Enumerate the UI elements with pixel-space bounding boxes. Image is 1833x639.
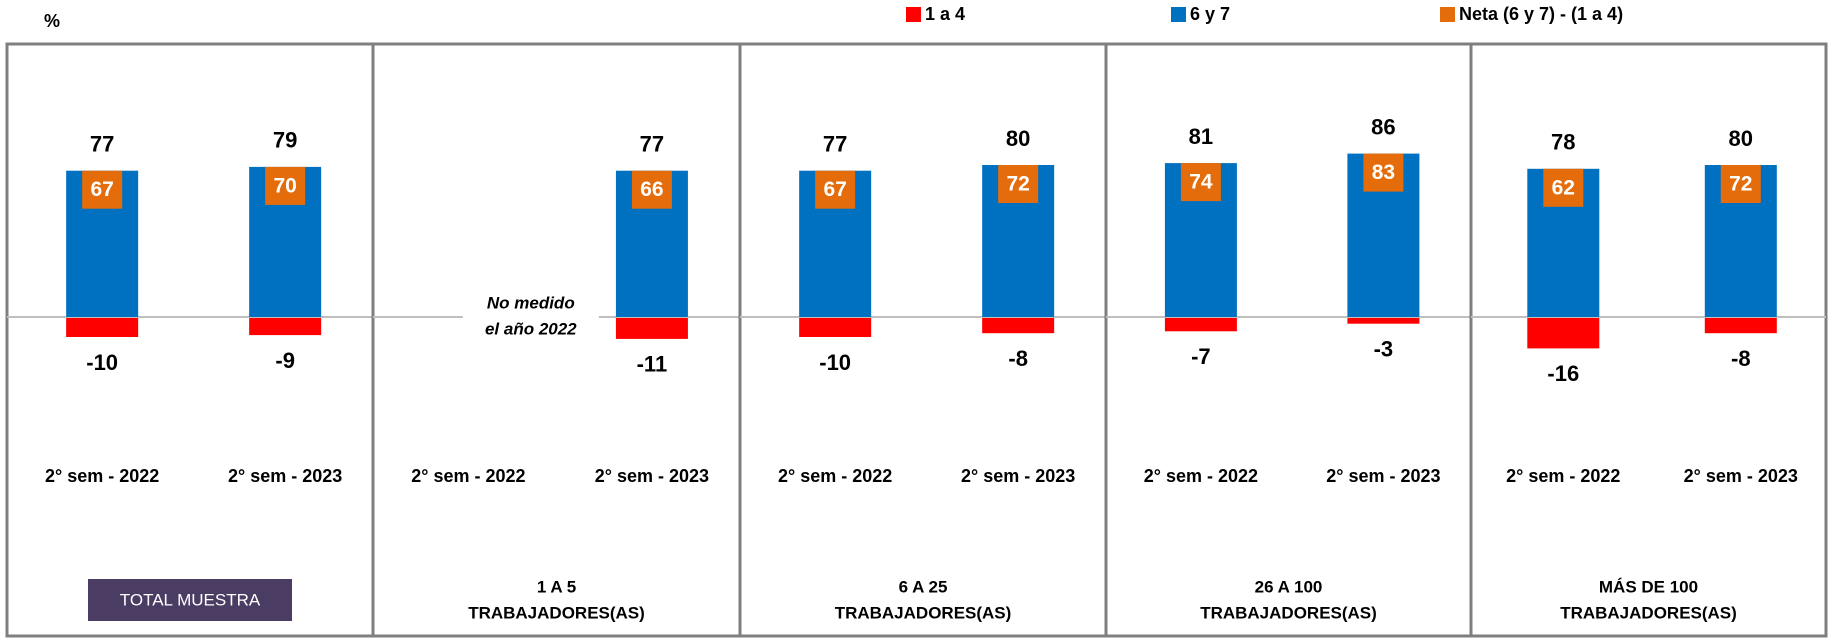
value-label: -9 <box>275 348 295 373</box>
x-tick-label: 2° sem - 2022 <box>1144 466 1258 486</box>
legend-label: 1 a 4 <box>925 4 965 24</box>
value-label: -16 <box>1547 361 1579 386</box>
net-label: 72 <box>1006 173 1029 196</box>
annotation: No medido <box>487 293 575 312</box>
value-label: 81 <box>1189 124 1213 149</box>
value-label: 79 <box>273 128 297 153</box>
bar <box>66 318 139 337</box>
panel-frame <box>738 42 1108 638</box>
bar <box>1704 318 1777 334</box>
panel-title: MÁS DE 100 <box>1599 577 1698 596</box>
net-box <box>815 170 856 209</box>
x-tick-label: 2° sem - 2023 <box>595 466 709 486</box>
value-label: -7 <box>1191 344 1211 369</box>
net-box <box>1180 163 1221 202</box>
net-label: 83 <box>1372 161 1395 184</box>
bar <box>615 318 688 339</box>
x-tick-label: 2° sem - 2023 <box>1326 466 1440 486</box>
net-label: 72 <box>1729 173 1752 196</box>
value-label: 77 <box>640 132 664 157</box>
net-box <box>265 166 306 205</box>
panel-title: TRABAJADORES(AS) <box>1560 603 1737 622</box>
value-label: 86 <box>1371 114 1395 139</box>
bar <box>982 318 1055 334</box>
legend-label: 6 y 7 <box>1190 4 1230 24</box>
net-label: 67 <box>90 178 113 201</box>
legend-swatch <box>906 7 921 22</box>
x-tick-label: 2° sem - 2023 <box>961 466 1075 486</box>
bar <box>1527 318 1600 349</box>
value-label: -8 <box>1008 346 1028 371</box>
x-tick-label: 2° sem - 2023 <box>228 466 342 486</box>
x-tick-label: 2° sem - 2022 <box>778 466 892 486</box>
net-box <box>82 170 123 209</box>
value-label: -3 <box>1374 337 1394 362</box>
panel-title: TRABAJADORES(AS) <box>1200 603 1377 622</box>
legend-label: Neta (6 y 7) - (1 a 4) <box>1459 4 1623 24</box>
value-label: 78 <box>1551 130 1575 155</box>
panel-title: TRABAJADORES(AS) <box>468 603 645 622</box>
panel-title: TOTAL MUESTRA <box>120 590 261 609</box>
panel-frame <box>1469 42 1828 638</box>
net-box <box>1720 165 1761 203</box>
panel-title: 26 A 100 <box>1255 577 1323 596</box>
panel-title: 1 A 5 <box>537 577 576 596</box>
value-label: 77 <box>90 132 114 157</box>
x-tick-label: 2° sem - 2022 <box>1506 466 1620 486</box>
title-box <box>88 579 292 621</box>
net-label: 67 <box>823 178 846 201</box>
x-tick-label: 2° sem - 2022 <box>45 466 159 486</box>
bar <box>1347 318 1420 324</box>
net-box <box>1363 153 1404 192</box>
bar <box>249 318 322 336</box>
value-label: 80 <box>1006 126 1030 151</box>
net-label: 70 <box>273 174 296 197</box>
annotation-bg <box>462 287 599 347</box>
value-label: -10 <box>819 350 851 375</box>
panel-frame <box>5 42 375 638</box>
x-tick-label: 2° sem - 2023 <box>1684 466 1798 486</box>
legend-swatch <box>1171 7 1186 22</box>
net-box <box>631 170 672 209</box>
unit-label: % <box>44 11 60 31</box>
value-label: 80 <box>1729 126 1753 151</box>
net-box <box>998 165 1039 203</box>
net-box <box>1543 168 1584 207</box>
legend-swatch <box>1440 7 1455 22</box>
bar <box>799 318 872 337</box>
annotation: el año 2022 <box>485 319 577 338</box>
panel-title: TRABAJADORES(AS) <box>835 603 1012 622</box>
value-label: -10 <box>86 350 118 375</box>
value-label: 77 <box>823 132 847 157</box>
panel-frame <box>1104 42 1473 638</box>
x-tick-label: 2° sem - 2022 <box>411 466 525 486</box>
value-label: -11 <box>637 352 668 377</box>
panel-title: 6 A 25 <box>899 577 948 596</box>
bar <box>1164 318 1237 332</box>
net-label: 66 <box>640 178 663 201</box>
net-label: 74 <box>1189 171 1213 194</box>
net-label: 62 <box>1552 176 1575 199</box>
value-label: -8 <box>1731 346 1751 371</box>
